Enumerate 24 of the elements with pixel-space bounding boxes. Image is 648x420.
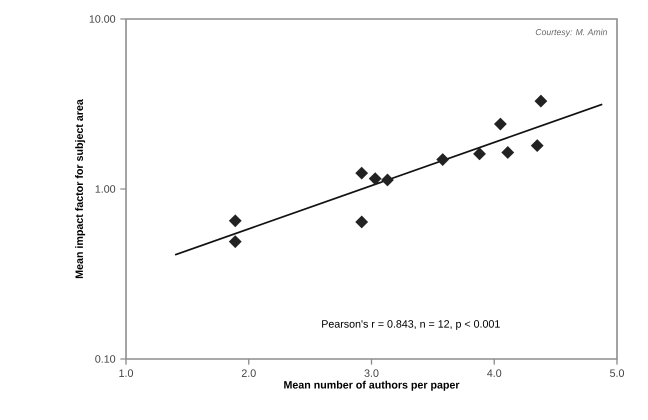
point bbox=[501, 146, 514, 159]
x-axis-title: Mean number of authors per paper bbox=[284, 380, 460, 391]
point bbox=[494, 118, 507, 130]
point bbox=[534, 94, 548, 108]
point bbox=[228, 214, 242, 228]
x-tick-label: 4.0 bbox=[487, 369, 502, 377]
y-tick-label: 0.10 bbox=[95, 355, 116, 363]
y-tick-label: 10.00 bbox=[90, 15, 116, 23]
annotation: Courtesy: M. Amin bbox=[536, 28, 607, 37]
x-tick-label: 1.0 bbox=[119, 369, 134, 377]
x-tick-label: 2.0 bbox=[242, 369, 256, 377]
annotation: Pearson's r = 0.843, n = 12, p < 0.001 bbox=[322, 320, 500, 330]
point bbox=[530, 139, 544, 152]
point bbox=[228, 235, 242, 248]
x-tick-label: 5.0 bbox=[610, 369, 624, 377]
point bbox=[381, 174, 394, 186]
point bbox=[473, 148, 486, 160]
y-axis-title: Mean impact factor for subject area bbox=[75, 99, 86, 278]
point bbox=[355, 166, 368, 180]
x-tick-label: 3.0 bbox=[364, 369, 379, 377]
point bbox=[436, 153, 450, 166]
point bbox=[368, 172, 382, 185]
y-tick-label: 1.00 bbox=[96, 185, 116, 193]
point bbox=[355, 216, 368, 228]
